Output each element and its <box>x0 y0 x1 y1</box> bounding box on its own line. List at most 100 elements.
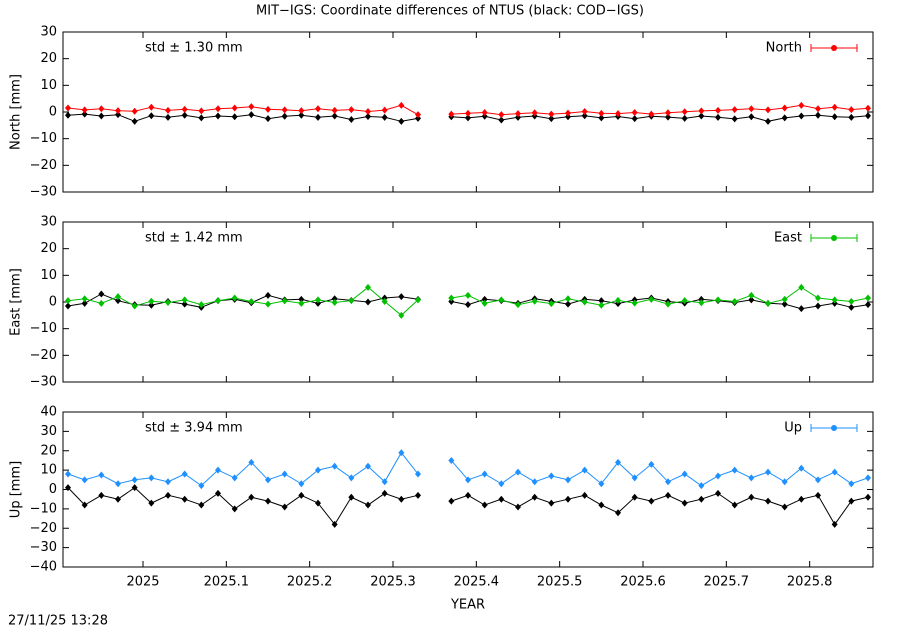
data-point <box>648 460 655 468</box>
data-point <box>115 107 121 115</box>
data-point <box>781 114 788 122</box>
data-point <box>448 497 455 505</box>
data-point <box>265 105 271 113</box>
data-point <box>798 283 805 291</box>
data-point <box>865 493 871 501</box>
data-point <box>831 296 838 304</box>
x-tick-label: 2025.7 <box>704 575 750 590</box>
page-title: MIT−IGS: Coordinate differences of NTUS … <box>256 4 644 19</box>
data-point <box>81 295 88 303</box>
data-point <box>381 478 388 486</box>
data-point <box>515 468 521 476</box>
data-point <box>715 296 721 304</box>
data-point <box>581 491 588 499</box>
data-point <box>798 464 805 472</box>
data-point <box>365 462 371 470</box>
data-point <box>598 480 605 488</box>
data-point <box>348 106 355 114</box>
data-point <box>481 112 488 120</box>
data-point <box>298 299 305 307</box>
x-axis-label: YEAR <box>450 598 485 613</box>
data-point <box>415 114 421 122</box>
data-point <box>681 108 688 116</box>
data-point <box>65 297 71 305</box>
y-tick-label: 20 <box>40 443 57 458</box>
data-point <box>798 101 805 109</box>
data-point <box>698 482 705 490</box>
data-point <box>98 491 105 499</box>
data-point <box>731 115 738 123</box>
data-point <box>365 107 371 115</box>
y-tick-label: 30 <box>40 215 57 230</box>
data-point <box>315 499 321 507</box>
data-point <box>465 301 471 309</box>
data-point <box>831 520 838 528</box>
y-tick-label: 20 <box>40 241 57 256</box>
data-point <box>498 296 505 304</box>
data-point <box>565 300 571 308</box>
data-point <box>748 105 755 113</box>
y-tick-label: −20 <box>30 521 57 536</box>
data-point <box>448 110 455 118</box>
y-tick-label: −30 <box>30 540 57 555</box>
data-point <box>365 113 371 121</box>
y-tick-label: 30 <box>40 25 57 40</box>
data-point <box>215 297 221 305</box>
data-point <box>815 105 821 113</box>
data-point <box>865 104 871 112</box>
data-point <box>581 298 588 306</box>
data-point <box>248 111 255 119</box>
data-point <box>598 301 605 309</box>
data-point <box>498 116 505 124</box>
data-point <box>131 302 138 310</box>
data-point <box>98 299 105 307</box>
data-point <box>298 491 305 499</box>
data-point <box>315 296 321 304</box>
data-point <box>798 112 805 120</box>
data-point <box>115 297 121 305</box>
data-point <box>848 303 855 311</box>
data-point <box>815 294 821 302</box>
data-point <box>198 301 205 309</box>
legend-label: North <box>766 41 802 56</box>
data-point <box>231 505 238 513</box>
data-point <box>298 111 305 119</box>
data-point <box>598 297 605 305</box>
data-point <box>415 296 421 304</box>
data-point <box>515 301 521 309</box>
x-tick-label: 2025 <box>126 575 159 590</box>
data-point <box>548 472 555 480</box>
data-point <box>815 491 821 499</box>
legend-label: Up <box>784 421 802 436</box>
data-point <box>131 484 138 492</box>
data-point <box>165 113 171 121</box>
data-point <box>265 497 271 505</box>
data-point <box>698 495 705 503</box>
data-point <box>715 106 721 114</box>
data-point <box>698 112 705 120</box>
data-point <box>481 109 488 117</box>
data-point <box>198 482 205 490</box>
data-point <box>298 295 305 303</box>
y-tick-label: 10 <box>40 268 57 283</box>
data-point <box>398 311 405 319</box>
data-point <box>781 104 788 112</box>
data-point <box>515 110 521 118</box>
data-point <box>565 476 571 484</box>
data-point <box>381 489 388 497</box>
data-point <box>631 299 638 307</box>
data-point <box>248 493 255 501</box>
data-point <box>798 305 805 313</box>
data-point <box>348 474 355 482</box>
y-tick-label: −10 <box>30 321 57 336</box>
data-point <box>531 493 538 501</box>
data-point <box>715 113 721 121</box>
data-point <box>398 495 405 503</box>
data-point <box>731 466 738 474</box>
data-point <box>581 466 588 474</box>
data-point <box>98 471 105 479</box>
data-point <box>815 476 821 484</box>
data-point <box>648 295 655 303</box>
data-point <box>265 291 271 299</box>
